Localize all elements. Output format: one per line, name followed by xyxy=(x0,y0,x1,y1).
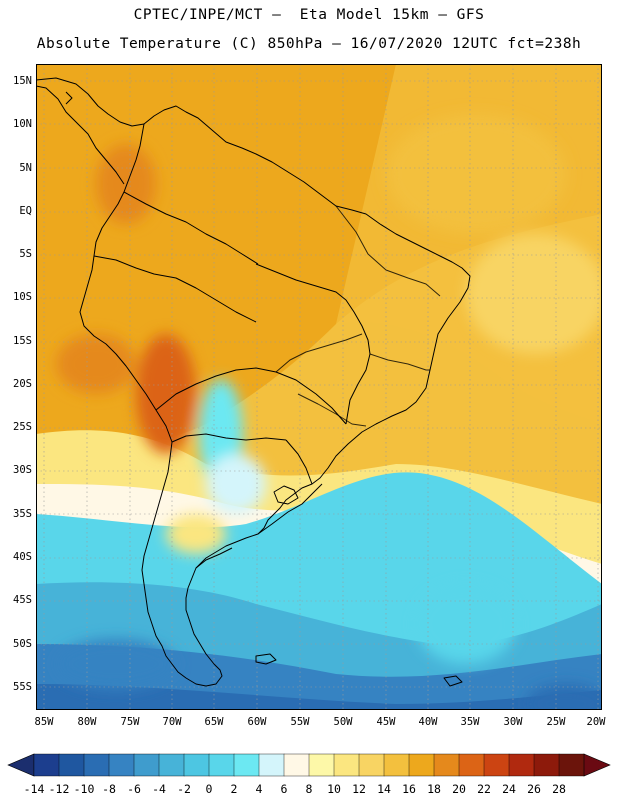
lon-tick-label: 30W xyxy=(503,716,523,728)
colorbar-cell xyxy=(58,753,85,777)
lon-tick-label: 25W xyxy=(546,716,566,728)
lon-tick-label: 70W xyxy=(162,716,182,728)
colorbar-cell xyxy=(183,753,210,777)
colorbar-cell xyxy=(108,753,135,777)
colorbar-cell xyxy=(533,753,560,777)
lat-tick-label: 55S xyxy=(13,681,32,693)
colorbar-label: -8 xyxy=(102,782,116,796)
colorbar-label: -4 xyxy=(152,782,166,796)
colorbar-label: 24 xyxy=(502,782,516,796)
lat-tick-label: 5S xyxy=(19,248,32,260)
colorbar-cell xyxy=(33,753,60,777)
colorbar-label: 14 xyxy=(377,782,391,796)
temperature-field xyxy=(36,64,602,710)
colorbar-cell xyxy=(408,753,435,777)
colorbar-label: 20 xyxy=(452,782,466,796)
lon-tick-label: 65W xyxy=(204,716,224,728)
lat-tick-label: EQ xyxy=(19,205,32,217)
colorbar-label: -12 xyxy=(48,782,70,796)
coastlines xyxy=(36,77,471,687)
colorbar-label: 8 xyxy=(305,782,313,796)
colorbar-cell xyxy=(133,753,160,777)
title-line-2: Absolute Temperature (C) 850hPa – 16/07/… xyxy=(36,36,582,52)
colorbar-label: -10 xyxy=(73,782,95,796)
lat-tick-label: 5N xyxy=(19,162,32,174)
colorbar-cell xyxy=(308,753,335,777)
lon-tick-label: 55W xyxy=(290,716,310,728)
colorbar-cell xyxy=(508,753,535,777)
colorbar-label: 16 xyxy=(402,782,416,796)
colorbar-label: -2 xyxy=(177,782,191,796)
colorbar-cell xyxy=(458,753,485,777)
lat-tick-label: 35S xyxy=(13,508,32,520)
colorbar-cell xyxy=(558,753,585,777)
lon-tick-label: 60W xyxy=(247,716,267,728)
colorbar-cells xyxy=(33,753,585,777)
colorbar-label: 22 xyxy=(477,782,491,796)
colorbar-cell xyxy=(283,753,310,777)
lon-tick-label: 50W xyxy=(333,716,353,728)
lat-tick-label: 10N xyxy=(13,118,32,130)
colorbar-cell xyxy=(433,753,460,777)
lat-tick-label: 15S xyxy=(13,335,32,347)
colorbar-label: 6 xyxy=(280,782,288,796)
colorbar xyxy=(7,753,611,777)
lat-tick-label: 15N xyxy=(13,75,32,87)
lon-tick-label: 75W xyxy=(120,716,140,728)
colorbar-cell xyxy=(233,753,260,777)
lat-tick-label: 40S xyxy=(13,551,32,563)
title-line-1: CPTEC/INPE/MCT – Eta Model 15km – GFS xyxy=(133,7,485,23)
colorbar-cell xyxy=(483,753,510,777)
lat-tick-label: 50S xyxy=(13,638,32,650)
colorbar-cell xyxy=(158,753,185,777)
colorbar-left-cap xyxy=(7,753,35,777)
temperature-map xyxy=(36,64,602,710)
colorbar-label: 10 xyxy=(327,782,341,796)
lon-tick-label: 45W xyxy=(376,716,396,728)
lat-tick-label: 25S xyxy=(13,421,32,433)
colorbar-label: 4 xyxy=(255,782,263,796)
colorbar-cell xyxy=(333,753,360,777)
colorbar-label: -6 xyxy=(127,782,141,796)
colorbar-cell xyxy=(83,753,110,777)
lat-tick-label: 30S xyxy=(13,464,32,476)
colorbar-right-cap xyxy=(583,753,611,777)
lat-tick-label: 45S xyxy=(13,594,32,606)
colorbar-cell xyxy=(208,753,235,777)
colorbar-cell xyxy=(358,753,385,777)
colorbar-label: 26 xyxy=(527,782,541,796)
map-frame xyxy=(36,64,602,710)
colorbar-cell xyxy=(383,753,410,777)
lon-tick-label: 40W xyxy=(418,716,438,728)
colorbar-label: 18 xyxy=(427,782,441,796)
lon-tick-label: 80W xyxy=(77,716,97,728)
lon-tick-label: 85W xyxy=(34,716,54,728)
lon-tick-label: 20W xyxy=(586,716,606,728)
colorbar-label: 28 xyxy=(552,782,566,796)
colorbar-label: 12 xyxy=(352,782,366,796)
colorbar-label: 2 xyxy=(230,782,238,796)
lon-tick-label: 35W xyxy=(460,716,480,728)
lat-tick-label: 20S xyxy=(13,378,32,390)
lat-tick-label: 10S xyxy=(13,291,32,303)
colorbar-label: -14 xyxy=(23,782,45,796)
colorbar-label: 0 xyxy=(205,782,213,796)
colorbar-cell xyxy=(258,753,285,777)
